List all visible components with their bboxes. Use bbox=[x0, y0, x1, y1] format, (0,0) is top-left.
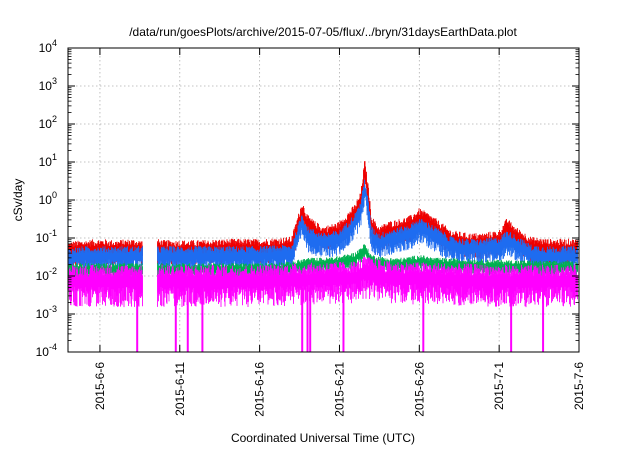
y-tick-exponent: -2 bbox=[49, 266, 57, 276]
series-layer bbox=[68, 161, 578, 352]
y-tick-label: 100 bbox=[39, 190, 57, 207]
y-tick-label: 10-4 bbox=[36, 342, 57, 359]
y-tick-exponent: 2 bbox=[52, 114, 57, 124]
y-tick-exponent: 0 bbox=[52, 190, 57, 200]
x-tick-label: 2015-6-26 bbox=[412, 362, 426, 417]
y-tick-exponent: -1 bbox=[49, 228, 57, 238]
y-tick-exponent: -3 bbox=[49, 304, 57, 314]
y-tick-exponent: 3 bbox=[52, 76, 57, 86]
series-4 bbox=[68, 256, 578, 352]
y-tick-label: 10-2 bbox=[36, 266, 57, 283]
y-tick-label: 102 bbox=[39, 114, 57, 131]
x-tick-label: 2015-6-6 bbox=[93, 362, 107, 410]
y-tick-exponent: 4 bbox=[52, 38, 57, 48]
y-tick-exponent: -4 bbox=[49, 342, 57, 352]
series-2 bbox=[68, 179, 578, 273]
chart-title: /data/run/goesPlots/archive/2015-07-05/f… bbox=[129, 25, 517, 39]
x-axis-label: Coordinated Universal Time (UTC) bbox=[231, 431, 415, 445]
y-axis-label: cSv/day bbox=[11, 179, 25, 222]
grid-layer bbox=[68, 48, 579, 352]
y-tick-exponent: 1 bbox=[52, 152, 57, 162]
x-tick-label: 2015-7-6 bbox=[572, 362, 586, 410]
y-tick-label: 10-3 bbox=[36, 304, 57, 321]
series-4-trace bbox=[68, 256, 578, 308]
x-tick-label: 2015-6-11 bbox=[173, 362, 187, 416]
y-tick-label: 104 bbox=[39, 38, 57, 55]
x-tick-label: 2015-7-1 bbox=[492, 362, 506, 410]
x-tick-label: 2015-6-21 bbox=[332, 362, 346, 417]
y-tick-label: 103 bbox=[39, 76, 57, 93]
x-tick-label: 2015-6-16 bbox=[253, 362, 267, 417]
series-2-trace bbox=[68, 179, 578, 273]
y-tick-label: 101 bbox=[39, 152, 57, 169]
y-tick-label: 10-1 bbox=[36, 228, 57, 245]
